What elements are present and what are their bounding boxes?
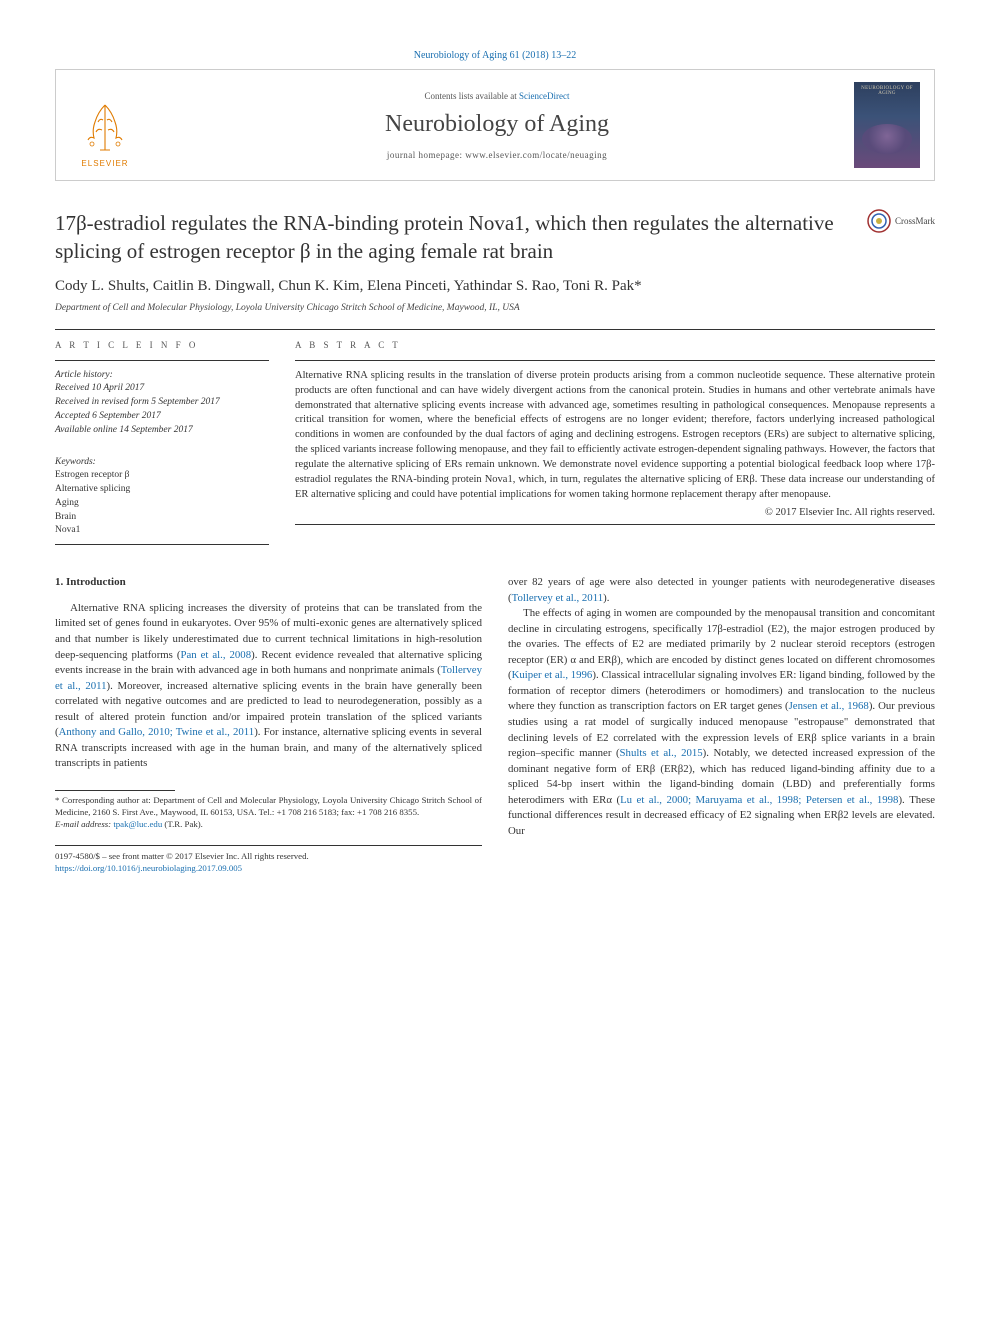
column-right: over 82 years of age were also detected …: [508, 575, 935, 874]
contents-line: Contents lists available at ScienceDirec…: [154, 91, 840, 101]
corresponding-footnote: * Corresponding author at: Department of…: [55, 795, 482, 831]
divider-abs: [295, 360, 935, 361]
history-heading: Article history:: [55, 369, 269, 383]
email-link[interactable]: tpak@luc.edu: [113, 819, 162, 829]
divider-info-bottom: [55, 544, 269, 545]
journal-cover-thumb[interactable]: NEUROBIOLOGY OF AGING: [854, 82, 920, 168]
email-label: E-mail address:: [55, 819, 113, 829]
ref-link[interactable]: Pan et al., 2008: [180, 649, 251, 661]
column-left: 1. Introduction Alternative RNA splicing…: [55, 575, 482, 874]
article-info-col: A R T I C L E I N F O Article history: R…: [55, 330, 269, 538]
article-info-label: A R T I C L E I N F O: [55, 340, 269, 350]
homepage-prefix: journal homepage:: [387, 150, 465, 160]
header-center: Contents lists available at ScienceDirec…: [154, 91, 840, 160]
intro-paragraph: Alternative RNA splicing increases the d…: [55, 601, 482, 772]
homepage-url[interactable]: www.elsevier.com/locate/neuaging: [465, 150, 607, 160]
bottom-rule: [55, 845, 482, 846]
email-tail: (T.R. Pak).: [162, 819, 203, 829]
text-run: ).: [603, 592, 609, 604]
elsevier-logo[interactable]: ELSEVIER: [70, 83, 140, 168]
history-accepted: Accepted 6 September 2017: [55, 410, 269, 424]
crossmark-badge[interactable]: CrossMark: [867, 209, 935, 233]
keywords-block: Keywords: Estrogen receptor β Alternativ…: [55, 456, 269, 539]
journal-name: Neurobiology of Aging: [154, 111, 840, 138]
keyword: Estrogen receptor β: [55, 469, 269, 483]
ref-link[interactable]: Lu et al., 2000; Maruyama et al., 1998; …: [620, 794, 898, 806]
authors: Cody L. Shults, Caitlin B. Dingwall, Chu…: [55, 276, 935, 297]
title-row: 17β-estradiol regulates the RNA-binding …: [55, 209, 935, 266]
elsevier-tree-icon: [80, 100, 130, 155]
abstract-label: A B S T R A C T: [295, 340, 935, 350]
info-abstract-row: A R T I C L E I N F O Article history: R…: [55, 330, 935, 538]
history-online: Available online 14 September 2017: [55, 424, 269, 438]
page: Neurobiology of Aging 61 (2018) 13–22 EL…: [0, 0, 990, 914]
affiliation: Department of Cell and Molecular Physiol…: [55, 303, 935, 313]
history-received: Received 10 April 2017: [55, 382, 269, 396]
intro-heading: 1. Introduction: [55, 575, 482, 591]
ref-link[interactable]: Tollervey et al., 2011: [512, 592, 604, 604]
sciencedirect-link[interactable]: ScienceDirect: [519, 91, 569, 101]
ref-link[interactable]: Shults et al., 2015: [620, 747, 703, 759]
keywords-heading: Keywords:: [55, 456, 269, 470]
corr-author: * Corresponding author at: Department of…: [55, 795, 482, 819]
ref-link[interactable]: Kuiper et al., 1996: [512, 669, 593, 681]
homepage-line: journal homepage: www.elsevier.com/locat…: [154, 150, 840, 160]
body-columns: 1. Introduction Alternative RNA splicing…: [55, 575, 935, 874]
ref-link[interactable]: Anthony and Gallo, 2010; Twine et al., 2…: [59, 726, 255, 738]
cover-title: NEUROBIOLOGY OF AGING: [858, 86, 916, 96]
email-line: E-mail address: tpak@luc.edu (T.R. Pak).: [55, 819, 482, 831]
elsevier-label: ELSEVIER: [81, 159, 128, 168]
keyword: Alternative splicing: [55, 483, 269, 497]
footnote-rule: [55, 790, 175, 791]
body-paragraph: over 82 years of age were also detected …: [508, 575, 935, 606]
keyword: Aging: [55, 497, 269, 511]
body-paragraph: The effects of aging in women are compou…: [508, 606, 935, 839]
journal-header: ELSEVIER Contents lists available at Sci…: [55, 69, 935, 181]
keyword: Nova1: [55, 524, 269, 538]
crossmark-icon: [867, 209, 891, 233]
bottom-meta: 0197-4580/$ – see front matter © 2017 El…: [55, 850, 482, 875]
front-matter: 0197-4580/$ – see front matter © 2017 El…: [55, 850, 482, 862]
abstract-col: A B S T R A C T Alternative RNA splicing…: [295, 330, 935, 538]
article-title: 17β-estradiol regulates the RNA-binding …: [55, 209, 847, 266]
article-history: Article history: Received 10 April 2017 …: [55, 369, 269, 438]
citation-bar: Neurobiology of Aging 61 (2018) 13–22: [55, 50, 935, 61]
copyright: © 2017 Elsevier Inc. All rights reserved…: [295, 507, 935, 518]
divider-info: [55, 360, 269, 361]
history-revised: Received in revised form 5 September 201…: [55, 396, 269, 410]
crossmark-label: CrossMark: [895, 216, 935, 226]
divider-abs-bottom: [295, 524, 935, 525]
doi-link[interactable]: https://doi.org/10.1016/j.neurobiolaging…: [55, 863, 242, 873]
abstract-text: Alternative RNA splicing results in the …: [295, 369, 935, 503]
contents-prefix: Contents lists available at: [425, 91, 519, 101]
ref-link[interactable]: Jensen et al., 1968: [789, 700, 869, 712]
keyword: Brain: [55, 511, 269, 525]
